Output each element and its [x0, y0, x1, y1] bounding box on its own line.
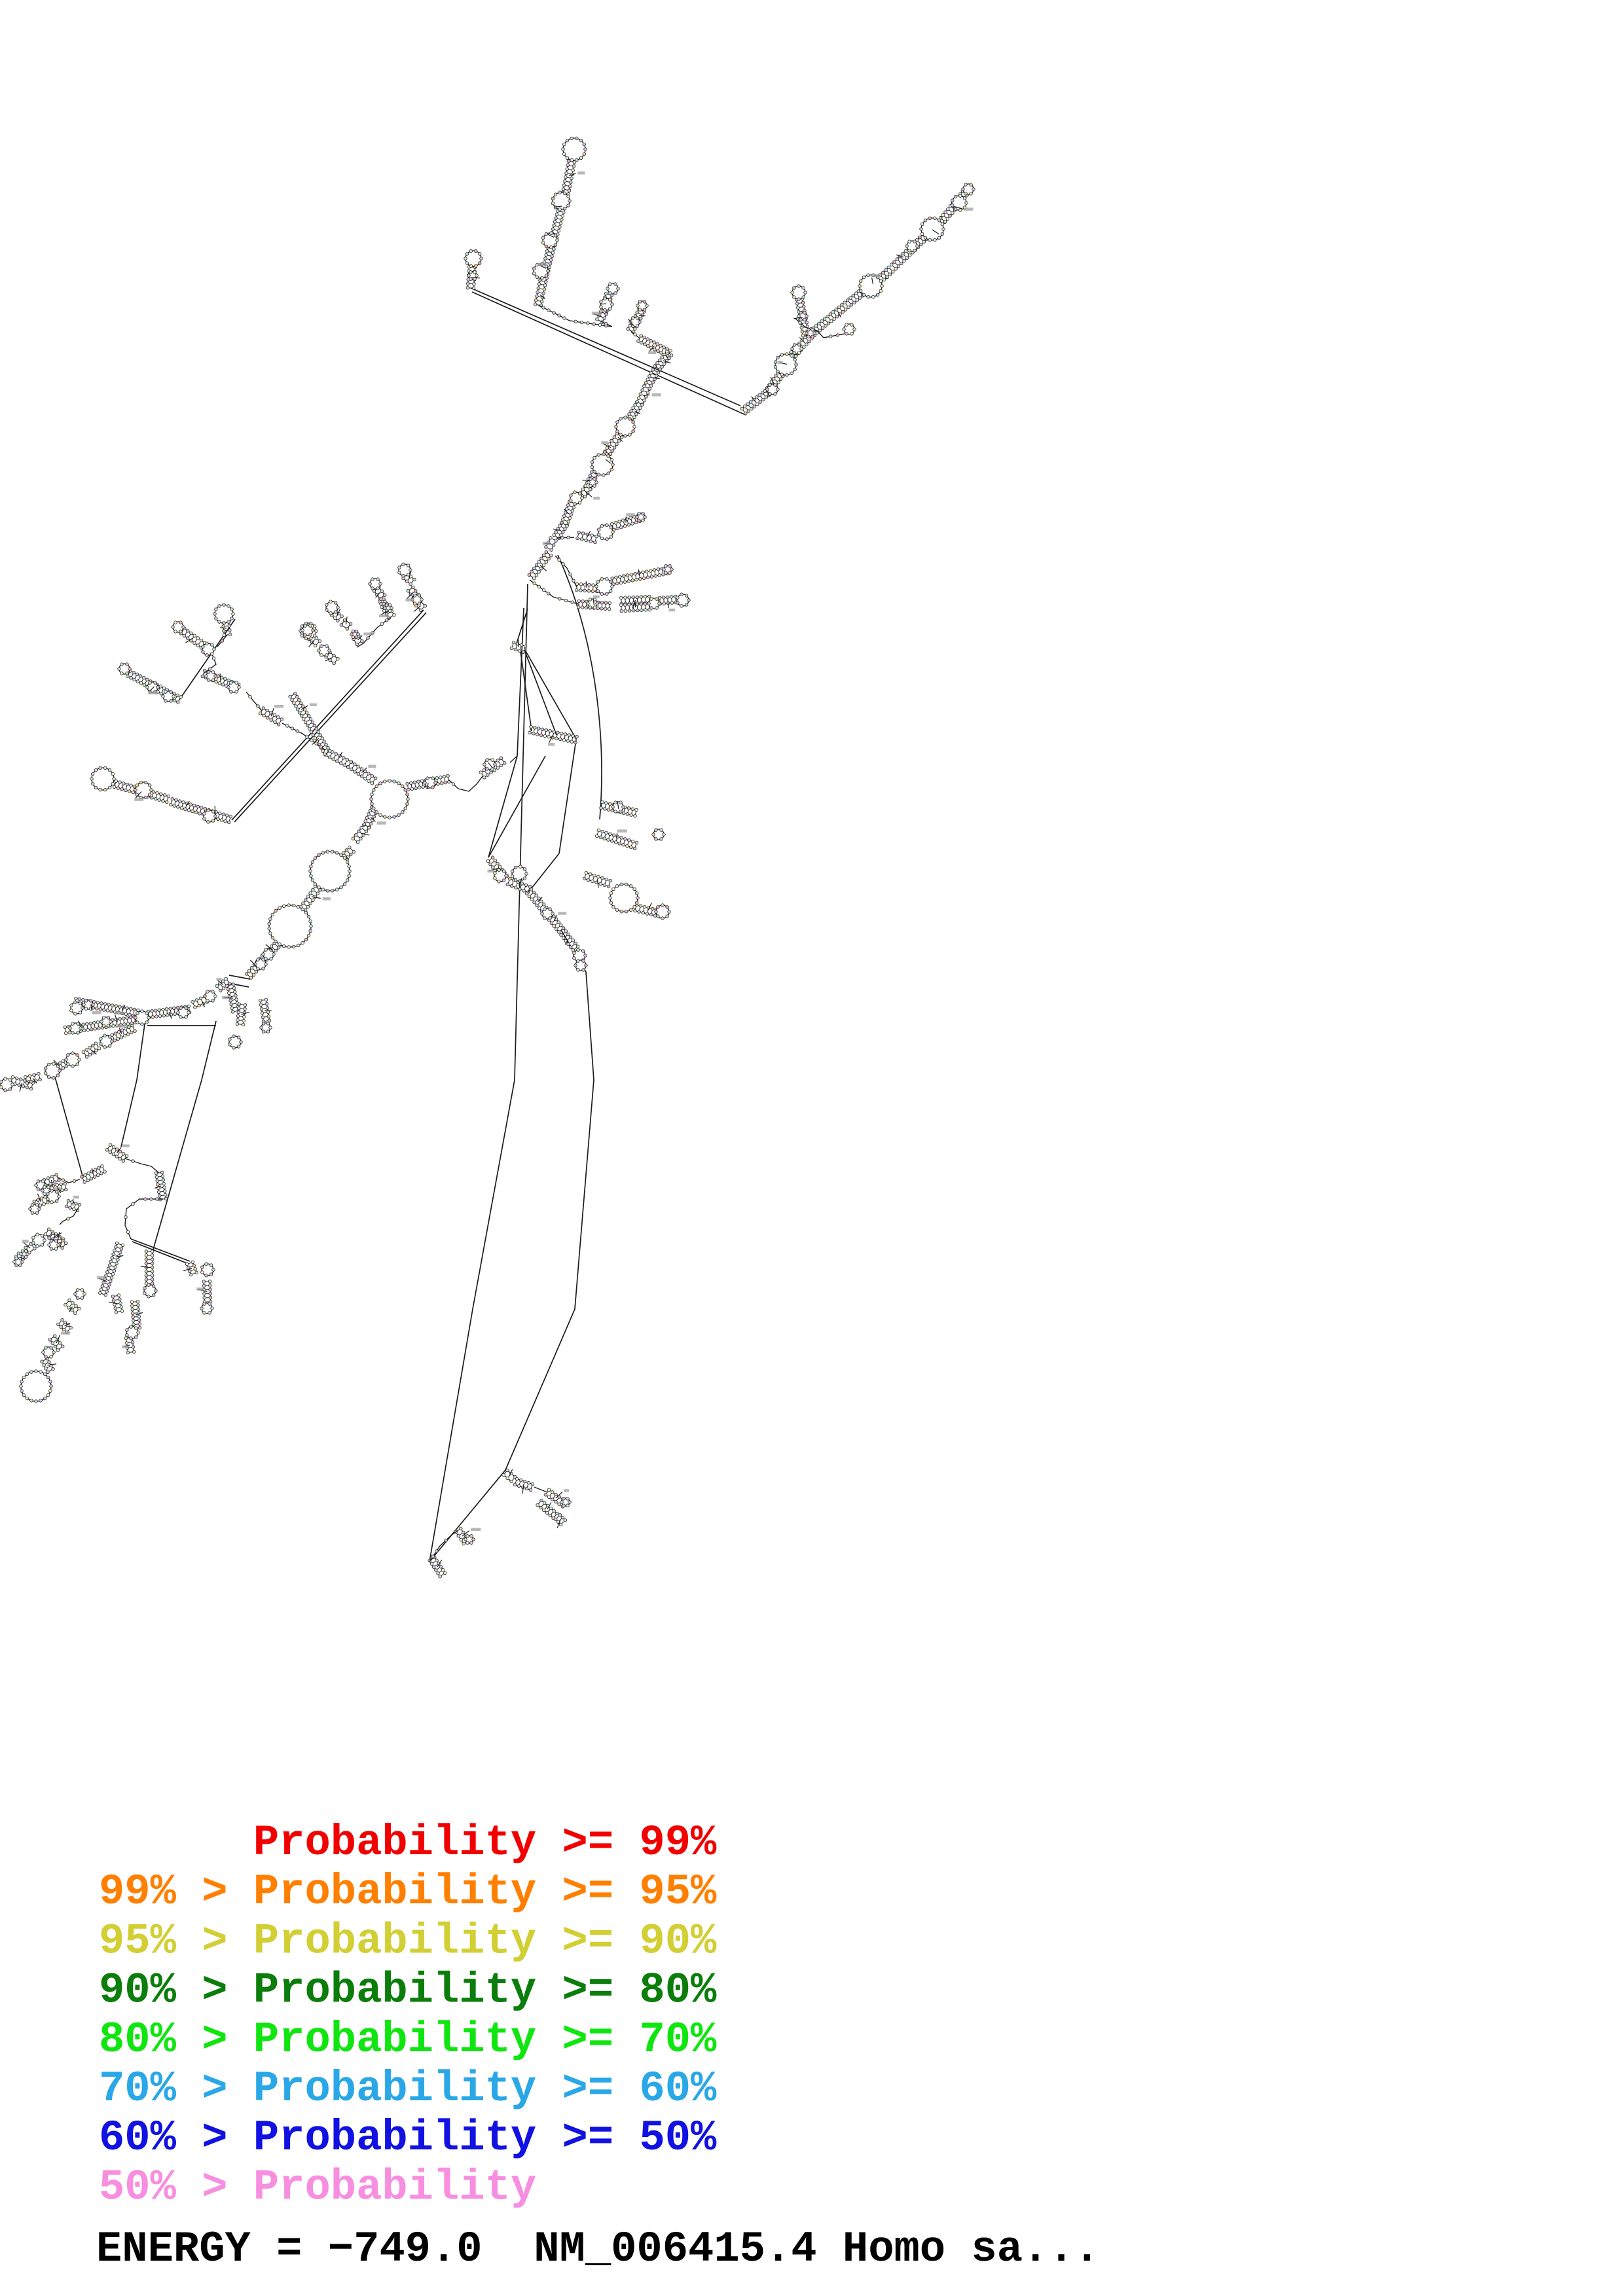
- svg-text:80% > Probability >= 70%: 80% > Probability >= 70%: [99, 2015, 717, 2064]
- svg-text:90% > Probability >= 80%: 90% > Probability >= 80%: [99, 1966, 717, 2015]
- svg-text:50% > Probability: 50% > Probability: [99, 2162, 536, 2212]
- svg-text:99% > Probability >= 95%: 99% > Probability >= 95%: [99, 1867, 717, 1916]
- svg-text:Probability >= 99%: Probability >= 99%: [99, 1818, 717, 1867]
- svg-text:70% > Probability >= 60%: 70% > Probability >= 60%: [99, 2064, 717, 2113]
- svg-text:ENERGY = −749.0 NM_006415.4 H: ENERGY = −749.0 NM_006415.4 Homo sa...: [96, 2225, 1100, 2274]
- svg-text:60% > Probability >= 50%: 60% > Probability >= 50%: [99, 2113, 717, 2162]
- svg-text:95% > Probability >= 90%: 95% > Probability >= 90%: [99, 1916, 717, 1965]
